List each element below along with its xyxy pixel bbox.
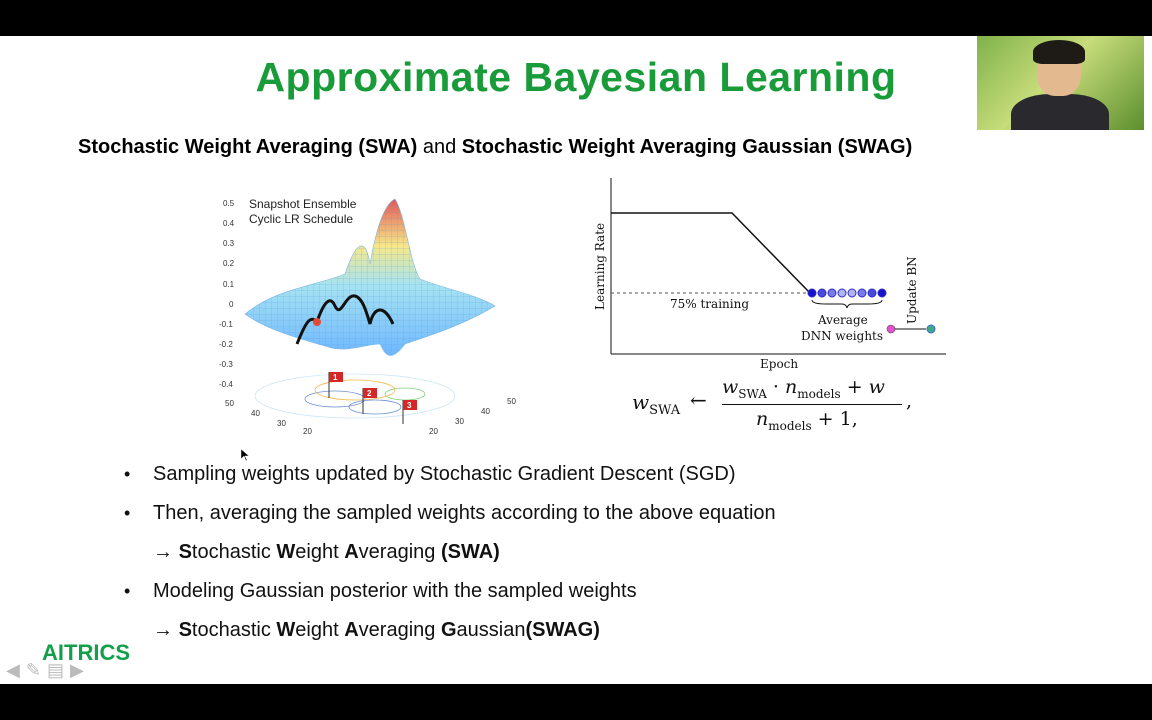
average-label-2: DNN weights	[801, 329, 883, 343]
svg-text:40: 40	[251, 409, 260, 418]
snapshot-flags: 1 2 3	[328, 372, 417, 424]
prev-slide-icon[interactable]: ◀	[6, 660, 26, 680]
swa-equation: wSWA ← wSWA · nmodels + w nmodels + 1, ,	[632, 376, 913, 433]
slide-subtitle: Stochastic Weight Averaging (SWA) and St…	[78, 136, 912, 159]
bullet-dot: •	[124, 581, 131, 601]
slide-title: Approximate Bayesian Learning	[255, 54, 897, 100]
z-tick: 0.2	[223, 259, 235, 268]
slide-nav-toolbar: ◀✎▤▶	[6, 660, 90, 681]
mouse-cursor-icon	[241, 449, 249, 461]
z-tick: -0.3	[219, 360, 233, 369]
x-axis: 50 40 30 20	[225, 399, 312, 434]
bullet-2: Then, averaging the sampled weights acco…	[153, 502, 776, 524]
lr-axis-label: Learning Rate	[593, 223, 607, 310]
svg-text:30: 30	[455, 417, 464, 426]
svg-text:3: 3	[407, 401, 412, 410]
webcam-video	[977, 36, 1144, 130]
legend-line1: Snapshot Ensemble	[249, 197, 357, 211]
eq-lhs: w	[632, 390, 650, 414]
sub-bullet-swa: → Stochastic Weight Averaging (SWA)	[153, 541, 500, 563]
y-axis: 20 30 40 50	[429, 397, 516, 434]
presenter-hair	[1033, 40, 1085, 64]
training-label: 75% training	[670, 297, 749, 311]
menu-icon[interactable]: ▤	[46, 660, 70, 680]
update-bn-label: Update BN	[905, 256, 919, 324]
svg-text:20: 20	[303, 427, 312, 434]
eq-numerator: wSWA · nmodels + w	[722, 376, 885, 401]
bullet-dot: •	[124, 503, 131, 523]
z-tick: -0.2	[219, 340, 233, 349]
average-points	[807, 288, 887, 298]
eq-fraction-bar	[722, 404, 902, 405]
pen-icon[interactable]: ✎	[25, 660, 47, 680]
aitrics-logo: AITRICS	[42, 640, 130, 665]
slide: Approximate Bayesian Learning Stochastic…	[0, 36, 1152, 684]
eq-denominator: nmodels + 1,	[756, 408, 858, 433]
z-tick: 0.4	[223, 219, 235, 228]
bullet-3: Modeling Gaussian posterior with the sam…	[153, 580, 637, 602]
svg-text:40: 40	[481, 407, 490, 416]
lr-curve	[611, 212, 811, 294]
eq-trailing: ,	[906, 390, 913, 412]
svg-text:2: 2	[367, 389, 372, 398]
z-tick: -0.1	[219, 320, 233, 329]
z-tick: 0.1	[223, 280, 235, 289]
average-label-1: Average	[817, 313, 868, 327]
subtitle-and: and	[417, 136, 462, 158]
bullet-1: Sampling weights updated by Stochastic G…	[153, 463, 736, 485]
subtitle-swa: Stochastic Weight Averaging (SWA)	[78, 136, 418, 158]
svg-text:50: 50	[507, 397, 516, 406]
bullet-dot: •	[124, 464, 131, 484]
loss-surface-figure: 0.5 0.4 0.3 0.2 0.1 0 -0.1 -0.2 -0.3 -0.…	[219, 197, 516, 434]
z-tick: -0.4	[219, 380, 233, 389]
z-tick: 0.5	[223, 199, 235, 208]
z-tick: 0	[229, 300, 234, 309]
z-axis: 0.5 0.4 0.3 0.2 0.1 0 -0.1 -0.2 -0.3 -0.…	[219, 199, 235, 389]
svg-text:30: 30	[277, 419, 286, 428]
z-tick: 0.3	[223, 239, 235, 248]
presenter-torso	[1011, 94, 1109, 130]
legend-line2: Cyclic LR Schedule	[249, 212, 353, 226]
eq-arrow: ←	[690, 388, 707, 412]
svg-text:50: 50	[225, 399, 234, 408]
next-slide-icon[interactable]: ▶	[69, 660, 90, 680]
floor-contours	[254, 373, 456, 419]
subtitle-swag: Stochastic Weight Averaging Gaussian (SW…	[461, 136, 913, 158]
svg-text:20: 20	[429, 427, 438, 434]
epoch-label: Epoch	[760, 357, 798, 371]
sub-bullet-swag: → Stochastic Weight Averaging Gaussian(S…	[153, 619, 600, 641]
lr-schedule-figure: Learning Rate 75% training Average DNN w…	[593, 178, 946, 371]
svg-text:1: 1	[333, 373, 338, 382]
